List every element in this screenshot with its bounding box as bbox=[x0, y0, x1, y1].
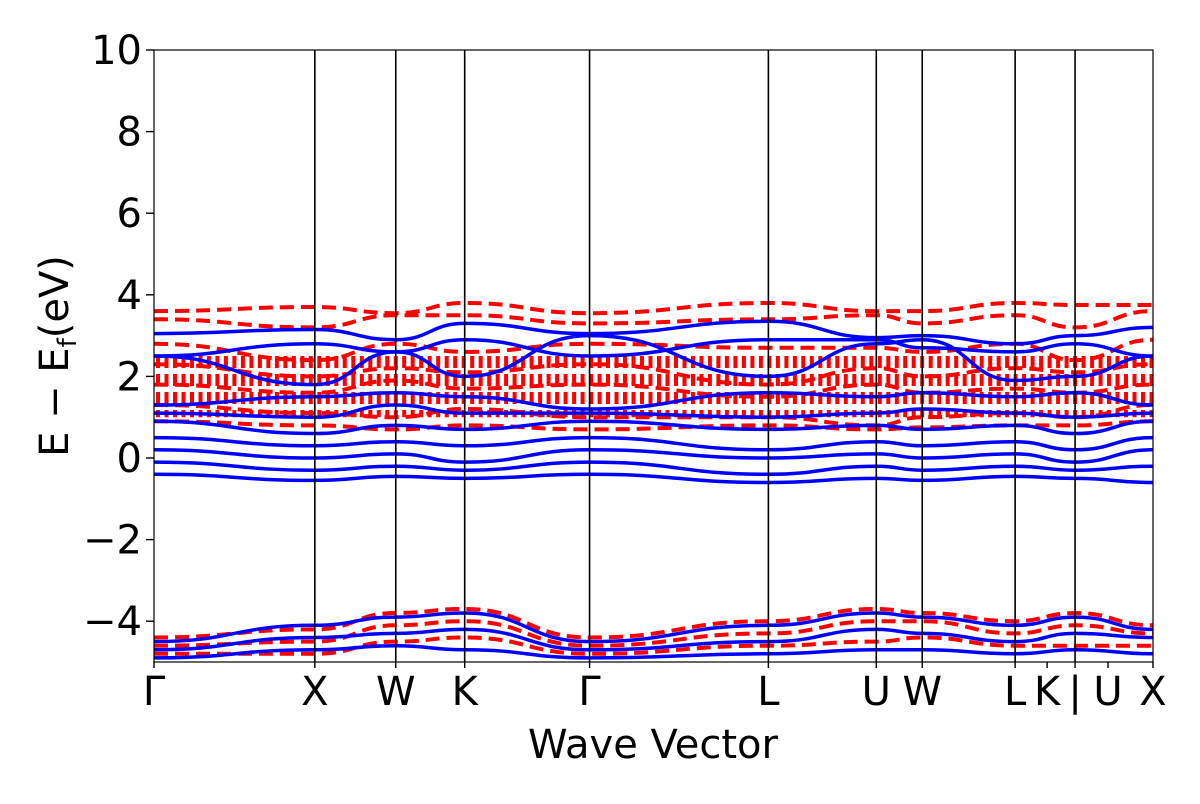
blue-band-line bbox=[154, 643, 1153, 660]
x-tick-label: L bbox=[1004, 669, 1027, 715]
x-axis-label: Wave Vector bbox=[528, 722, 779, 768]
x-tick-label: K bbox=[452, 669, 480, 715]
x-tick-label: Γ bbox=[578, 669, 601, 715]
y-axis-label-sub: f bbox=[53, 337, 83, 347]
blue-band-line bbox=[154, 448, 1153, 464]
blue-band-line bbox=[154, 390, 1153, 411]
blue-band-line bbox=[154, 460, 1153, 477]
x-tick-label: Γ bbox=[143, 669, 166, 715]
x-tick-label: W bbox=[376, 669, 416, 715]
blue-band-line bbox=[154, 435, 1153, 452]
spin-up-bands bbox=[154, 319, 1153, 660]
x-tick-label: | bbox=[1068, 669, 1081, 715]
blue-band-line bbox=[154, 472, 1153, 485]
red-band-line bbox=[154, 309, 1153, 330]
x-tick-label: K bbox=[1034, 669, 1062, 715]
kpoint-separators bbox=[314, 50, 1076, 662]
y-axis: −4 −2 0 2 4 6 8 10 bbox=[83, 28, 154, 645]
y-tick-label: 4 bbox=[117, 273, 142, 319]
y-tick-label: −4 bbox=[83, 599, 142, 645]
x-tick-label: U bbox=[862, 669, 891, 715]
y-axis-label: E − Ef(eV) bbox=[32, 255, 83, 457]
svg-text:E − Ef(eV): E − Ef(eV) bbox=[32, 255, 83, 457]
y-tick-label: 10 bbox=[91, 28, 142, 74]
blue-band-line bbox=[154, 627, 1153, 652]
y-axis-label-main: E − E bbox=[32, 347, 78, 457]
y-tick-label: 6 bbox=[117, 191, 142, 237]
x-tick-label: X bbox=[1139, 669, 1166, 715]
x-tick-label: W bbox=[902, 669, 942, 715]
blue-band-line bbox=[154, 611, 1153, 644]
y-tick-label: −2 bbox=[83, 518, 142, 564]
x-tick-label: L bbox=[757, 669, 780, 715]
blue-band-line bbox=[154, 419, 1153, 436]
blue-band-line bbox=[154, 319, 1153, 346]
x-tick-label: U bbox=[1093, 669, 1122, 715]
x-tick-label: X bbox=[301, 669, 328, 715]
y-tick-label: 0 bbox=[117, 436, 142, 482]
red-band-line bbox=[154, 362, 1153, 387]
x-axis: Γ X W K Γ L U W L K | U X bbox=[143, 662, 1167, 715]
blue-band-line bbox=[154, 403, 1153, 419]
blue-band-line bbox=[154, 337, 1153, 358]
y-tick-label: 8 bbox=[117, 110, 142, 156]
plot-frame bbox=[153, 49, 1154, 663]
y-axis-label-unit: (eV) bbox=[32, 255, 78, 338]
y-tick-label: 2 bbox=[117, 354, 142, 400]
